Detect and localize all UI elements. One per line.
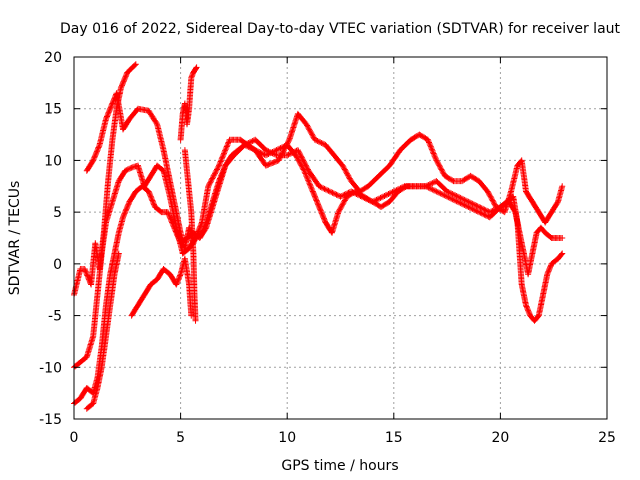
series-trace-6 xyxy=(128,255,195,319)
chart-title: Day 016 of 2022, Sidereal Day-to-day VTE… xyxy=(60,21,621,37)
series-trace-5 xyxy=(83,250,122,412)
x-tick-label: 0 xyxy=(70,430,79,446)
y-tick-label: 15 xyxy=(44,102,62,118)
grid-lines xyxy=(74,57,607,419)
y-tick-label: 5 xyxy=(53,205,62,221)
y-tick-label: 10 xyxy=(44,153,62,169)
series-trace-7 xyxy=(177,64,200,143)
series-trace-8 xyxy=(181,147,199,324)
x-tick-label: 15 xyxy=(385,430,403,446)
series-trace-1 xyxy=(71,61,139,298)
x-tick-label: 25 xyxy=(598,430,616,446)
series-trace-3 xyxy=(71,136,566,371)
y-tick-label: 0 xyxy=(53,257,62,273)
y-tick-label: -10 xyxy=(39,360,62,376)
y-tick-label: 20 xyxy=(44,50,62,66)
y-axis-label: SDTVAR / TECUs xyxy=(7,181,23,296)
y-tick-label: -5 xyxy=(48,309,62,325)
y-tick-label: -15 xyxy=(39,412,62,428)
x-tick-label: 5 xyxy=(176,430,185,446)
axis-ticks: 0 5 10 15 20 25 -15 -10 -5 0 5 10 15 20 xyxy=(39,50,616,446)
x-axis-label: GPS time / hours xyxy=(281,458,398,474)
x-tick-label: 10 xyxy=(278,430,296,446)
plot-frame xyxy=(73,56,608,420)
data-series xyxy=(71,61,566,412)
x-tick-label: 20 xyxy=(491,430,509,446)
